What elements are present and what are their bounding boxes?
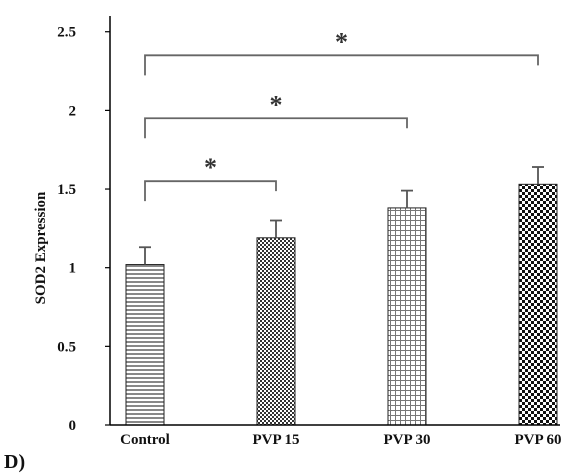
y-axis-ticks: 0 0.5 1 1.5 2 2.5	[57, 25, 110, 434]
significance-bracket: *	[144, 27, 539, 76]
y-tick-label: 2.5	[57, 25, 76, 41]
y-tick-label: 1.5	[57, 182, 76, 198]
error-bar	[401, 189, 413, 208]
significance-star: *	[204, 153, 217, 182]
significance-bracket: *	[144, 153, 277, 202]
x-category-label: PVP 60	[514, 432, 561, 448]
y-tick-label: 0	[69, 418, 77, 434]
bars	[125, 183, 558, 426]
significance-star: *	[270, 90, 283, 119]
significance-brackets: * * *	[144, 27, 539, 202]
y-tick-label: 0.5	[57, 339, 76, 355]
y-tick-label: 2	[69, 103, 77, 119]
bar-pvp-60	[518, 183, 558, 426]
x-category-label: Control	[120, 432, 170, 448]
error-bars	[139, 166, 544, 265]
y-axis-title: SOD2 Expression	[33, 191, 49, 304]
bar-pvp-30	[387, 207, 427, 426]
error-bar	[270, 219, 282, 238]
error-bar	[139, 246, 151, 265]
x-category-label: PVP 30	[383, 432, 430, 448]
error-bar	[532, 166, 544, 185]
bar-control	[125, 264, 165, 426]
bar-pvp-15	[256, 237, 296, 426]
y-tick-label: 1	[69, 261, 77, 277]
category-labels: Control PVP 15 PVP 30 PVP 60	[120, 432, 561, 448]
panel-label: D)	[4, 451, 25, 473]
x-category-label: PVP 15	[252, 432, 299, 448]
significance-star: *	[335, 27, 348, 56]
significance-bracket: *	[144, 90, 408, 139]
